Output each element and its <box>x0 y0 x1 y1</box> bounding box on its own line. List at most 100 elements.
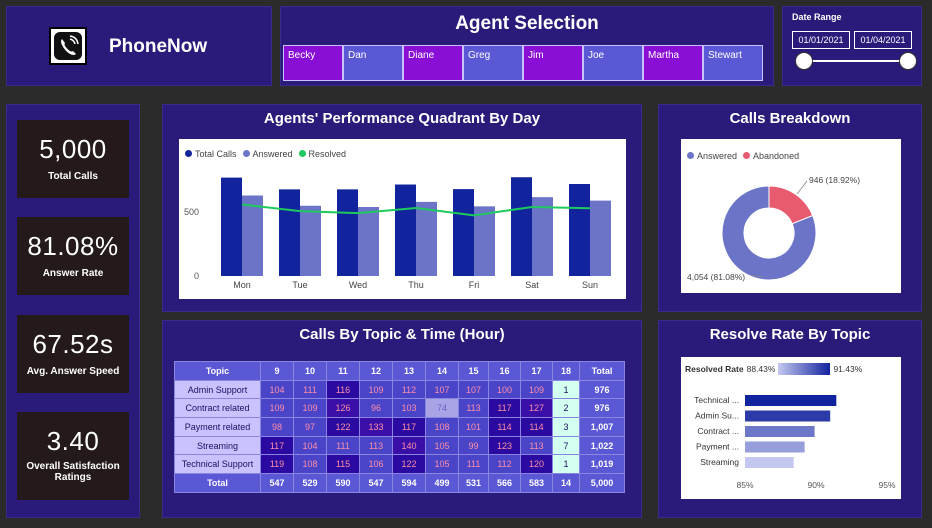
kpi-label: Avg. Answer Speed <box>26 366 120 377</box>
heat-header-cell[interactable]: 9 <box>260 361 294 381</box>
heat-cell[interactable]: 105 <box>425 435 459 456</box>
heat-cell[interactable]: 105 <box>425 454 459 475</box>
heat-cell[interactable]: 112 <box>488 454 521 475</box>
heat-cell[interactable]: 122 <box>392 454 426 475</box>
heat-header-cell[interactable]: 12 <box>359 361 393 381</box>
x-tick-label: Mon <box>233 280 251 290</box>
heat-cell[interactable]: 98 <box>260 417 294 437</box>
kpi-label: Answer Rate <box>42 268 104 279</box>
heat-cell[interactable]: 111 <box>458 454 489 475</box>
heat-cell[interactable]: 112 <box>392 379 426 400</box>
heat-cell[interactable]: 103 <box>392 398 426 419</box>
row-total-cell: 1,022 <box>579 435 625 456</box>
heat-header-cell[interactable]: 15 <box>458 361 489 381</box>
resolve-chart: Technical ... Admin Su... Contract ... Paym… <box>694 395 896 490</box>
heat-cell[interactable]: 117 <box>260 435 294 456</box>
agent-button-jim[interactable]: Jim <box>523 45 583 81</box>
heat-header-cell[interactable]: Total <box>579 361 625 381</box>
heat-cell[interactable]: 74 <box>425 398 459 419</box>
date-slider-end-handle[interactable] <box>899 52 917 70</box>
heat-cell[interactable]: 101 <box>458 417 489 437</box>
heat-cell[interactable]: 117 <box>488 398 521 419</box>
topic-label[interactable]: Technical Support <box>174 454 261 475</box>
heat-header-cell[interactable]: 10 <box>293 361 327 381</box>
date-slider-start-handle[interactable] <box>795 52 813 70</box>
row-total-cell: 1,019 <box>579 454 625 475</box>
agent-button-stewart[interactable]: Stewart <box>703 45 763 81</box>
agent-button-joe[interactable]: Joe <box>583 45 643 81</box>
legend-item-total[interactable]: Total Calls <box>185 149 237 159</box>
heat-cell[interactable]: 133 <box>359 417 393 437</box>
heat-cell[interactable]: 116 <box>326 379 360 400</box>
heat-cell[interactable]: 1 <box>552 454 580 475</box>
agent-button-dan[interactable]: Dan <box>343 45 403 81</box>
heat-cell[interactable]: 114 <box>488 417 521 437</box>
heat-cell[interactable]: 109 <box>293 398 327 419</box>
heat-cell[interactable]: 114 <box>520 417 553 437</box>
heat-cell[interactable]: 117 <box>392 417 426 437</box>
heat-header-cell[interactable]: Topic <box>174 361 261 381</box>
heat-cell[interactable]: 107 <box>458 379 489 400</box>
column-total-cell: 547 <box>260 473 294 493</box>
legend-item-abandoned[interactable]: Abandoned <box>743 151 799 161</box>
heat-cell[interactable]: 1 <box>552 379 580 400</box>
heat-cell[interactable]: 111 <box>293 379 327 400</box>
heat-header-cell[interactable]: 14 <box>425 361 459 381</box>
agent-button-diane[interactable]: Diane <box>403 45 463 81</box>
performance-chart-card: Total Calls Answered Resolved 0 500 Mon Tue… <box>179 139 626 299</box>
heat-cell[interactable]: 100 <box>488 379 521 400</box>
heat-cell[interactable]: 97 <box>293 417 327 437</box>
heat-cell[interactable]: 104 <box>260 379 294 400</box>
date-start-input[interactable]: 01/01/2021 <box>792 31 850 49</box>
heat-cell[interactable]: 106 <box>359 454 393 475</box>
heat-cell[interactable]: 107 <box>425 379 459 400</box>
date-end-input[interactable]: 01/04/2021 <box>854 31 912 49</box>
heat-cell[interactable]: 122 <box>326 417 360 437</box>
heat-cell[interactable]: 109 <box>260 398 294 419</box>
heat-cell[interactable]: 119 <box>260 454 294 475</box>
heat-cell[interactable]: 108 <box>425 417 459 437</box>
heat-cell[interactable]: 120 <box>520 454 553 475</box>
heat-cell[interactable]: 123 <box>488 435 521 456</box>
topic-label[interactable]: Payment related <box>174 417 261 437</box>
bar-total-tue <box>279 189 300 276</box>
heat-cell[interactable]: 113 <box>359 435 393 456</box>
heat-cell[interactable]: 113 <box>520 435 553 456</box>
heat-header-cell[interactable]: 18 <box>552 361 580 381</box>
heat-cell[interactable]: 111 <box>326 435 360 456</box>
resolve-legend-gradient <box>778 363 831 375</box>
heat-cell[interactable]: 115 <box>326 454 360 475</box>
topic-label[interactable]: Streaming <box>174 435 261 456</box>
heat-cell[interactable]: 104 <box>293 435 327 456</box>
heat-header-cell[interactable]: 11 <box>326 361 360 381</box>
line-resolved <box>241 203 591 217</box>
heat-cell[interactable]: 113 <box>458 398 489 419</box>
topic-label[interactable]: Contract related <box>174 398 261 419</box>
donut-slice-abandoned <box>768 185 814 225</box>
heat-cell[interactable]: 2 <box>552 398 580 419</box>
heat-cell[interactable]: 109 <box>520 379 553 400</box>
legend-label: Abandoned <box>753 151 800 161</box>
agent-button-martha[interactable]: Martha <box>643 45 703 81</box>
legend-item-resolved[interactable]: Resolved <box>298 149 346 159</box>
heat-cell[interactable]: 127 <box>520 398 553 419</box>
agent-slicer: Becky Dan Diane Greg Jim Joe Martha Stewart <box>283 45 763 81</box>
heat-header-cell[interactable]: 17 <box>520 361 553 381</box>
topic-label[interactable]: Admin Support <box>174 379 261 400</box>
heat-header-cell[interactable]: 13 <box>392 361 426 381</box>
resolve-bar <box>745 441 805 453</box>
heat-cell[interactable]: 109 <box>359 379 393 400</box>
heat-cell[interactable]: 7 <box>552 435 580 456</box>
legend-item-answered[interactable]: Answered <box>242 149 293 159</box>
legend-item-answered[interactable]: Answered <box>687 151 737 161</box>
agent-button-becky[interactable]: Becky <box>283 45 343 81</box>
heat-cell[interactable]: 96 <box>359 398 393 419</box>
agent-button-greg[interactable]: Greg <box>463 45 523 81</box>
heat-cell[interactable]: 99 <box>458 435 489 456</box>
heat-cell[interactable]: 140 <box>392 435 426 456</box>
donut-slice-answered <box>721 185 817 281</box>
heat-cell[interactable]: 108 <box>293 454 327 475</box>
heat-cell[interactable]: 3 <box>552 417 580 437</box>
heat-header-cell[interactable]: 16 <box>488 361 521 381</box>
heat-cell[interactable]: 126 <box>326 398 360 419</box>
